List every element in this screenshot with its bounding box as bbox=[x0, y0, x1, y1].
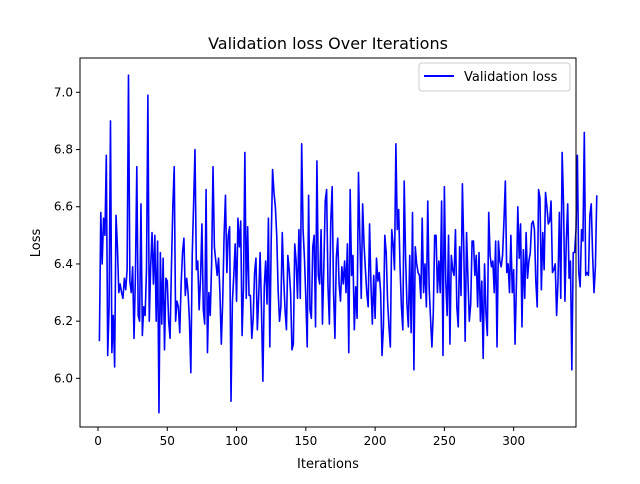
y-tick-label: 7.0 bbox=[54, 85, 73, 99]
chart-title: Validation loss Over Iterations bbox=[208, 34, 448, 53]
y-axis-ticks: 6.0 6.2 6.4 6.6 6.8 7.0 bbox=[54, 85, 80, 385]
y-tick-label: 6.2 bbox=[54, 314, 73, 328]
plot-frame bbox=[79, 57, 577, 428]
series-layer bbox=[98, 74, 598, 414]
x-tick-label: 50 bbox=[160, 434, 175, 448]
x-tick-label: 250 bbox=[433, 434, 456, 448]
x-tick-label: 200 bbox=[364, 434, 387, 448]
legend-box bbox=[418, 62, 571, 92]
x-tick-label: 0 bbox=[94, 434, 102, 448]
y-axis-label: Loss bbox=[29, 229, 44, 258]
x-tick-label: 100 bbox=[225, 434, 248, 448]
y-tick-label: 6.0 bbox=[54, 371, 73, 385]
x-axis-ticks: 0 50 100 150 200 250 300 bbox=[94, 427, 525, 448]
x-axis-label: Iterations bbox=[297, 457, 359, 472]
x-tick-label: 150 bbox=[294, 434, 317, 448]
legend: Validation loss bbox=[418, 62, 571, 92]
x-tick-label: 300 bbox=[502, 434, 525, 448]
legend-label: Validation loss bbox=[464, 70, 558, 85]
y-tick-label: 6.4 bbox=[54, 257, 73, 271]
y-tick-label: 6.8 bbox=[54, 143, 73, 157]
series-line-validation-loss bbox=[98, 74, 598, 414]
y-tick-label: 6.6 bbox=[54, 200, 73, 214]
